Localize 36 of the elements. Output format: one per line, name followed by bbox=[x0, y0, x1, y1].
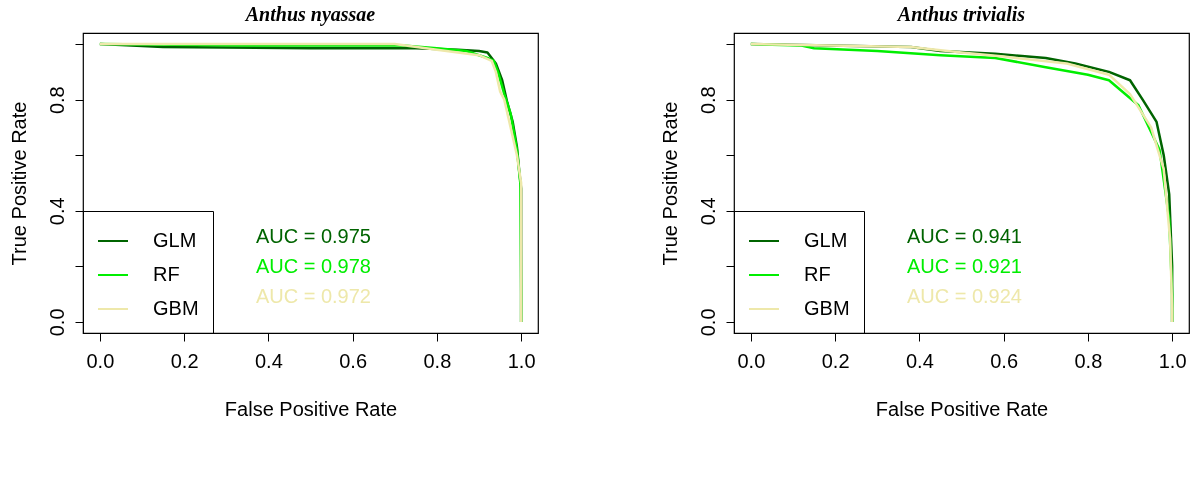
legend-label: RF bbox=[804, 263, 831, 285]
x-axis-title: False Positive Rate bbox=[875, 397, 1049, 420]
y-tick-label: 0.0 bbox=[696, 308, 719, 337]
annotation: AUC = 0.972 bbox=[255, 285, 371, 307]
y-tick-label: 0.4 bbox=[696, 197, 719, 226]
x-tick-label: 1.0 bbox=[1158, 349, 1187, 372]
legend-label: GLM bbox=[804, 229, 848, 251]
y-tick-label: 0.8 bbox=[696, 86, 719, 115]
x-tick-label: 0.4 bbox=[905, 349, 934, 372]
x-tick-label: 0.0 bbox=[737, 349, 766, 372]
x-tick-label: 0.2 bbox=[821, 349, 850, 372]
legend-label: GLM bbox=[153, 229, 197, 251]
y-tick-label: 0.8 bbox=[45, 86, 68, 115]
y-axis-title: True Positive Rate bbox=[658, 101, 681, 266]
x-tick-label: 0.8 bbox=[1074, 349, 1103, 372]
chart-title: Anthus nyassae bbox=[243, 3, 376, 26]
x-tick-label: 0.2 bbox=[170, 349, 199, 372]
x-tick-label: 0.8 bbox=[423, 349, 452, 372]
y-tick-label: 0.4 bbox=[45, 197, 68, 226]
y-tick-label: 0.0 bbox=[45, 308, 68, 337]
x-tick-label: 0.4 bbox=[254, 349, 283, 372]
y-axis-title: True Positive Rate bbox=[7, 101, 30, 266]
x-tick-label: 0.6 bbox=[339, 349, 368, 372]
annotation: AUC = 0.921 bbox=[906, 255, 1022, 277]
legend-label: GBM bbox=[153, 297, 199, 319]
x-tick-label: 0.6 bbox=[990, 349, 1019, 372]
annotation: AUC = 0.975 bbox=[255, 225, 371, 247]
legend-label: RF bbox=[153, 263, 180, 285]
x-tick-label: 1.0 bbox=[507, 349, 536, 372]
annotation: AUC = 0.924 bbox=[906, 285, 1022, 307]
x-axis-title: False Positive Rate bbox=[224, 397, 398, 420]
chart-title: Anthus trivialis bbox=[895, 3, 1026, 25]
annotation: AUC = 0.941 bbox=[906, 225, 1022, 247]
annotation: AUC = 0.978 bbox=[255, 255, 371, 277]
x-tick-label: 0.0 bbox=[86, 349, 115, 372]
legend-label: GBM bbox=[804, 297, 850, 319]
